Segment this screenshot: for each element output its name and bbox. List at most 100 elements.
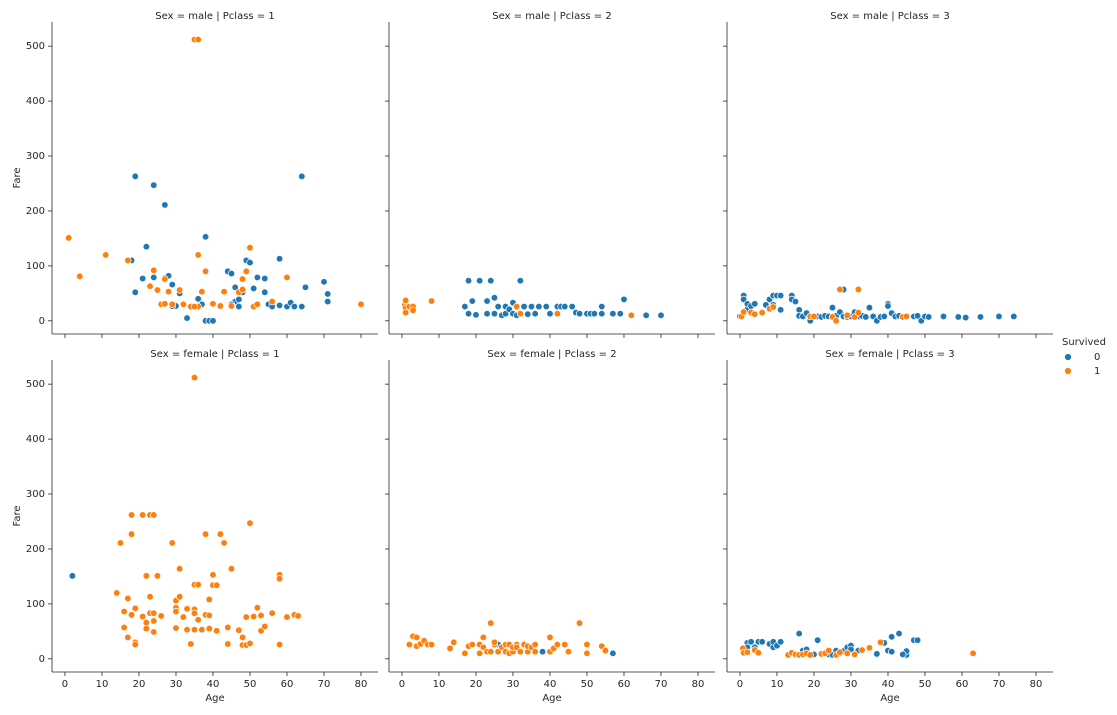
point <box>995 312 1003 321</box>
point <box>253 604 262 612</box>
point <box>146 282 154 290</box>
point <box>153 572 162 580</box>
point <box>183 605 191 613</box>
point <box>194 251 202 259</box>
point <box>810 312 818 321</box>
point <box>172 624 180 632</box>
point <box>161 300 169 308</box>
point <box>487 277 495 285</box>
point <box>176 565 184 573</box>
point <box>283 273 291 282</box>
point <box>116 539 125 547</box>
point <box>468 297 476 305</box>
point <box>294 612 302 620</box>
y-tick-label: 100 <box>26 599 45 610</box>
point <box>413 633 421 642</box>
point <box>461 649 469 657</box>
point <box>464 310 473 318</box>
point <box>564 648 573 656</box>
point <box>535 302 543 311</box>
point <box>127 611 136 619</box>
point <box>402 308 410 317</box>
point <box>198 288 206 296</box>
point <box>472 311 480 319</box>
x-axis-label: Age <box>880 693 899 704</box>
point <box>198 626 206 634</box>
point <box>324 290 332 298</box>
point <box>76 272 84 280</box>
point <box>609 310 617 318</box>
x-tick-label: 50 <box>244 679 257 690</box>
point <box>962 313 970 322</box>
point <box>490 638 499 646</box>
point <box>168 539 176 547</box>
x-tick-label: 70 <box>318 679 331 690</box>
point <box>583 649 591 657</box>
point <box>590 310 599 318</box>
point <box>238 633 247 642</box>
point <box>235 302 243 311</box>
point <box>461 302 469 311</box>
x-tick-label: 50 <box>581 679 594 690</box>
point <box>1010 312 1018 321</box>
point <box>290 302 299 311</box>
point <box>405 640 414 649</box>
point <box>179 300 188 308</box>
point <box>743 648 752 656</box>
point <box>275 640 284 649</box>
point <box>209 317 217 325</box>
point <box>402 296 410 305</box>
point <box>253 273 262 282</box>
point <box>187 640 195 648</box>
point <box>791 297 800 306</box>
point <box>657 311 665 319</box>
point <box>513 302 521 311</box>
point <box>740 308 748 316</box>
x-tick-label: 80 <box>355 679 368 690</box>
point <box>627 311 636 319</box>
point <box>546 633 554 642</box>
point <box>253 300 262 308</box>
point <box>814 636 822 644</box>
point <box>124 256 132 265</box>
point <box>527 302 536 311</box>
point <box>275 255 284 263</box>
y-tick-label: 0 <box>39 654 45 665</box>
x-tick-label: 30 <box>170 679 183 690</box>
point <box>246 639 254 648</box>
point <box>446 644 454 653</box>
point <box>238 285 247 294</box>
point <box>131 640 139 649</box>
point <box>190 373 199 382</box>
point <box>531 648 539 656</box>
point <box>242 267 250 276</box>
point <box>231 283 239 291</box>
point <box>120 623 128 632</box>
point <box>168 300 176 308</box>
point <box>190 626 199 634</box>
point <box>616 310 624 318</box>
point <box>183 314 191 322</box>
point <box>161 275 169 283</box>
point <box>301 283 310 291</box>
point <box>520 302 528 311</box>
x-tick-label: 40 <box>207 679 220 690</box>
point <box>246 244 254 252</box>
point <box>913 312 922 320</box>
point <box>751 300 759 308</box>
point <box>209 571 217 579</box>
point <box>832 317 840 325</box>
point <box>483 310 491 318</box>
point <box>777 638 785 646</box>
point <box>976 313 985 321</box>
point <box>490 294 499 302</box>
point <box>561 302 569 311</box>
point <box>851 650 859 659</box>
point <box>168 280 176 289</box>
point <box>531 640 539 649</box>
point <box>516 648 525 656</box>
point <box>751 310 759 318</box>
y-tick-label: 100 <box>26 261 45 272</box>
x-tick-label: 60 <box>956 679 969 690</box>
x-axis-label: Age <box>542 693 561 704</box>
